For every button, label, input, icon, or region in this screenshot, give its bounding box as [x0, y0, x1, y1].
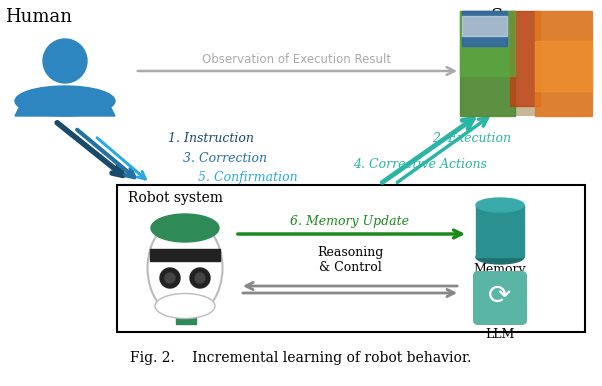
- Text: 4. Corrective Actions: 4. Corrective Actions: [353, 157, 487, 171]
- Circle shape: [190, 268, 210, 288]
- Text: Observation of Execution Result: Observation of Execution Result: [202, 53, 391, 66]
- Ellipse shape: [15, 86, 115, 116]
- Text: ⟳: ⟳: [488, 282, 512, 310]
- Polygon shape: [15, 96, 115, 116]
- Text: 1. Instruction: 1. Instruction: [168, 132, 254, 144]
- FancyBboxPatch shape: [473, 271, 527, 325]
- Text: Human: Human: [5, 8, 72, 26]
- Text: 2. Execution: 2. Execution: [432, 132, 511, 144]
- Bar: [460, 11, 592, 116]
- Circle shape: [195, 273, 205, 283]
- Text: 5. Confirmation: 5. Confirmation: [198, 171, 297, 185]
- Ellipse shape: [155, 293, 215, 318]
- Ellipse shape: [147, 218, 223, 318]
- Bar: [462, 16, 507, 36]
- FancyBboxPatch shape: [117, 185, 585, 332]
- Bar: [462, 11, 507, 46]
- Bar: [510, 11, 540, 106]
- Bar: [176, 302, 196, 324]
- Bar: [535, 11, 592, 116]
- Ellipse shape: [476, 250, 524, 264]
- Circle shape: [160, 268, 180, 288]
- Text: Robot system: Robot system: [128, 191, 223, 205]
- Bar: [476, 205, 524, 257]
- Circle shape: [165, 273, 175, 283]
- Text: LLM: LLM: [485, 328, 515, 341]
- Text: Scene: Scene: [490, 8, 545, 26]
- Text: Reasoning
& Control: Reasoning & Control: [317, 246, 383, 274]
- Bar: [460, 11, 515, 76]
- Bar: [150, 249, 220, 261]
- Ellipse shape: [476, 198, 524, 212]
- Text: Memory: Memory: [474, 263, 526, 276]
- Bar: [460, 11, 515, 116]
- Text: Fig. 2.    Incremental learning of robot behavior.: Fig. 2. Incremental learning of robot be…: [130, 351, 472, 365]
- Text: 6. Memory Update: 6. Memory Update: [291, 215, 409, 228]
- Bar: [535, 41, 592, 91]
- Ellipse shape: [151, 214, 219, 242]
- Circle shape: [43, 39, 87, 83]
- Text: 3. Correction: 3. Correction: [183, 151, 267, 164]
